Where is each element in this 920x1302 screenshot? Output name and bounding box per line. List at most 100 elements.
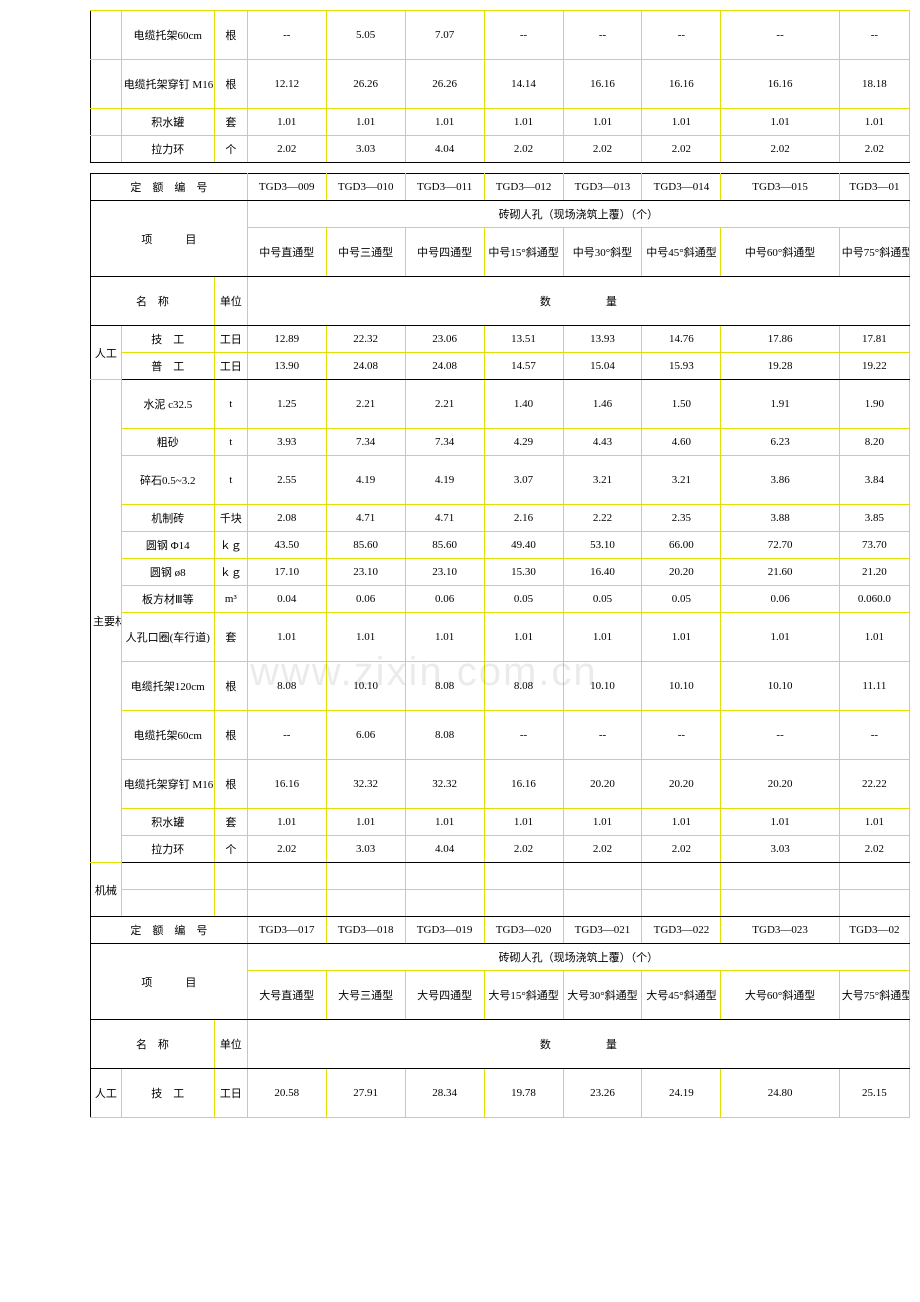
value: 4.71 bbox=[326, 505, 405, 532]
value bbox=[484, 890, 563, 917]
code: TGD3—02 bbox=[839, 917, 909, 944]
value: 12.12 bbox=[247, 60, 326, 109]
value: 2.55 bbox=[247, 456, 326, 505]
section-label: 主要材料 bbox=[91, 380, 122, 863]
value: 1.01 bbox=[839, 809, 909, 836]
value: 24.19 bbox=[642, 1069, 721, 1118]
unit: 工日 bbox=[214, 353, 247, 380]
value: 16.16 bbox=[563, 60, 642, 109]
row-name: 技 工 bbox=[121, 326, 214, 353]
value: 0.06 bbox=[326, 586, 405, 613]
value: 20.20 bbox=[721, 760, 839, 809]
qty-label: 数 量 bbox=[247, 1020, 909, 1069]
value bbox=[721, 890, 839, 917]
value: 3.03 bbox=[326, 136, 405, 163]
row-name: 板方材Ⅲ等 bbox=[121, 586, 214, 613]
value: 1.01 bbox=[484, 613, 563, 662]
value: 7.34 bbox=[405, 429, 484, 456]
value bbox=[563, 863, 642, 890]
unit: ｋｇ bbox=[214, 532, 247, 559]
value bbox=[839, 890, 909, 917]
value: 1.01 bbox=[721, 613, 839, 662]
value: 14.57 bbox=[484, 353, 563, 380]
code: TGD3—009 bbox=[247, 174, 326, 201]
value: 7.07 bbox=[405, 11, 484, 60]
code: TGD3—01 bbox=[839, 174, 909, 201]
value: 2.02 bbox=[247, 136, 326, 163]
value: -- bbox=[247, 11, 326, 60]
code: TGD3—021 bbox=[563, 917, 642, 944]
value bbox=[326, 863, 405, 890]
value: 26.26 bbox=[405, 60, 484, 109]
value: 7.34 bbox=[326, 429, 405, 456]
value: 13.93 bbox=[563, 326, 642, 353]
value: 15.30 bbox=[484, 559, 563, 586]
value: 20.20 bbox=[642, 559, 721, 586]
value: 1.01 bbox=[326, 613, 405, 662]
value: 10.10 bbox=[326, 662, 405, 711]
value: 3.88 bbox=[721, 505, 839, 532]
value: 32.32 bbox=[326, 760, 405, 809]
qty-label: 数 量 bbox=[247, 277, 909, 326]
value: 2.35 bbox=[642, 505, 721, 532]
value: 53.10 bbox=[563, 532, 642, 559]
unit: 套 bbox=[214, 613, 247, 662]
value: -- bbox=[839, 711, 909, 760]
item-type: 中号45°斜通型 bbox=[642, 228, 721, 277]
unit-label: 单位 bbox=[214, 1020, 247, 1069]
value: 16.40 bbox=[563, 559, 642, 586]
value: -- bbox=[642, 711, 721, 760]
item-type: 中号60°斜通型 bbox=[721, 228, 839, 277]
unit: 工日 bbox=[214, 326, 247, 353]
value: 3.84 bbox=[839, 456, 909, 505]
value: 4.71 bbox=[405, 505, 484, 532]
value: 4.04 bbox=[405, 836, 484, 863]
value: 16.16 bbox=[247, 760, 326, 809]
value: 1.01 bbox=[839, 613, 909, 662]
value: -- bbox=[563, 711, 642, 760]
item-type: 中号75°斜通型 bbox=[839, 228, 909, 277]
item-type: 大号直通型 bbox=[247, 971, 326, 1020]
value: -- bbox=[563, 11, 642, 60]
code: TGD3—023 bbox=[721, 917, 839, 944]
value: 49.40 bbox=[484, 532, 563, 559]
item-type: 中号四通型 bbox=[405, 228, 484, 277]
value: 14.14 bbox=[484, 60, 563, 109]
value: -- bbox=[721, 711, 839, 760]
value: 27.91 bbox=[326, 1069, 405, 1118]
unit: t bbox=[214, 456, 247, 505]
value: 26.26 bbox=[326, 60, 405, 109]
value: 10.10 bbox=[563, 662, 642, 711]
value: 1.01 bbox=[484, 809, 563, 836]
value: 1.01 bbox=[484, 109, 563, 136]
code: TGD3—019 bbox=[405, 917, 484, 944]
unit: ｋｇ bbox=[214, 559, 247, 586]
code: TGD3—020 bbox=[484, 917, 563, 944]
unit: 根 bbox=[214, 60, 247, 109]
value: 18.18 bbox=[839, 60, 909, 109]
item-type: 中号30°斜型 bbox=[563, 228, 642, 277]
group-title: 砖砌人孔（现场浇筑上覆）（个） bbox=[247, 944, 909, 971]
value: 66.00 bbox=[642, 532, 721, 559]
value: 8.08 bbox=[484, 662, 563, 711]
value: 3.07 bbox=[484, 456, 563, 505]
item-type: 大号四通型 bbox=[405, 971, 484, 1020]
value: 3.21 bbox=[642, 456, 721, 505]
section-label: 机械 bbox=[91, 863, 122, 917]
section-side bbox=[91, 136, 122, 163]
quota-table: 电缆托架60cm根--5.057.07----------电缆托架穿钉 M16根… bbox=[90, 10, 910, 1118]
value: 2.02 bbox=[563, 836, 642, 863]
value bbox=[247, 863, 326, 890]
value: 1.01 bbox=[563, 109, 642, 136]
value: 24.08 bbox=[405, 353, 484, 380]
row-name: 积水罐 bbox=[121, 809, 214, 836]
unit-label: 单位 bbox=[214, 277, 247, 326]
value: 4.19 bbox=[326, 456, 405, 505]
item-type: 大号75°斜通型 bbox=[839, 971, 909, 1020]
section-side bbox=[91, 60, 122, 109]
item-type: 大号45°斜通型 bbox=[642, 971, 721, 1020]
value: 2.16 bbox=[484, 505, 563, 532]
value: 4.29 bbox=[484, 429, 563, 456]
value: 23.26 bbox=[563, 1069, 642, 1118]
value: 8.08 bbox=[247, 662, 326, 711]
